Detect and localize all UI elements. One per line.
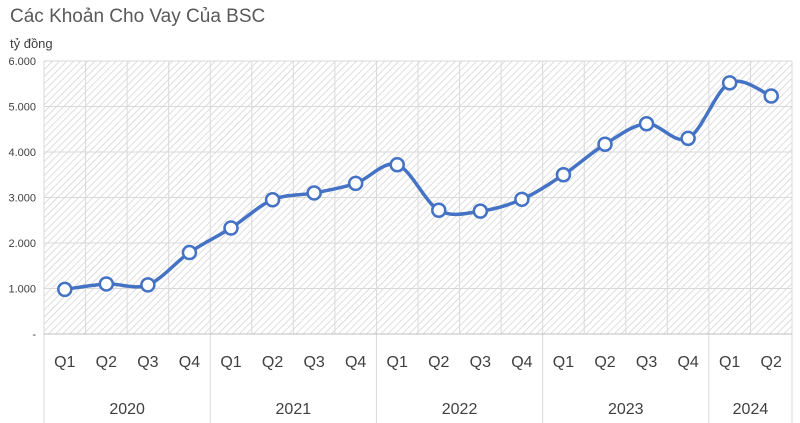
- y-tick-label: 5.000: [8, 102, 36, 114]
- x-tick-label-quarter: Q1: [54, 354, 75, 371]
- x-tick-label-quarter: Q2: [594, 354, 615, 371]
- data-point: [264, 192, 281, 208]
- y-tick-label: 1.000: [8, 284, 36, 296]
- x-tick-label-quarter: Q4: [345, 354, 366, 371]
- x-tick-label-quarter: Q4: [677, 354, 698, 371]
- data-point: [597, 136, 613, 153]
- y-tick-label: 6.000: [8, 56, 36, 68]
- y-tick-label: -: [32, 329, 36, 341]
- x-tick-label-year: 2024: [733, 401, 769, 418]
- x-tick-label-quarter: Q1: [719, 354, 740, 371]
- data-point: [514, 191, 530, 208]
- x-tick-label-year: 2020: [109, 401, 145, 418]
- y-tick-label: 4.000: [8, 147, 36, 159]
- x-tick-label-quarter: Q3: [303, 354, 324, 371]
- data-point: [680, 130, 696, 147]
- x-tick-label-quarter: Q3: [470, 354, 491, 371]
- y-axis-unit-label: tỷ đồng: [10, 36, 53, 51]
- x-tick-label-year: 2022: [442, 401, 478, 418]
- data-point: [57, 281, 73, 298]
- x-tick-label-year: 2023: [608, 401, 644, 418]
- x-tick-label-quarter: Q1: [220, 354, 241, 371]
- x-tick-label-quarter: Q4: [179, 354, 200, 371]
- data-point: [555, 167, 572, 183]
- x-tick-label-quarter: Q2: [428, 354, 449, 371]
- x-tick-label-quarter: Q2: [262, 354, 283, 371]
- x-tick-label-quarter: Q2: [761, 354, 782, 371]
- data-point: [140, 277, 156, 293]
- x-tick-label-quarter: Q2: [96, 354, 117, 371]
- x-tick-label-year: 2021: [276, 401, 312, 418]
- data-point: [389, 156, 405, 173]
- data-point: [472, 203, 489, 219]
- y-tick-label: 3.000: [8, 193, 36, 205]
- x-tick-label-quarter: Q3: [137, 354, 158, 371]
- data-point: [431, 202, 447, 218]
- data-point: [763, 88, 779, 104]
- x-tick-label-quarter: Q1: [553, 354, 574, 371]
- data-point: [306, 185, 322, 201]
- x-tick-label-quarter: Q3: [636, 354, 657, 371]
- y-tick-label: 2.000: [8, 238, 36, 250]
- data-point: [347, 175, 364, 192]
- x-tick-label-quarter: Q1: [387, 354, 408, 371]
- x-tick-label-quarter: Q4: [511, 354, 532, 371]
- data-point: [181, 244, 198, 261]
- data-point: [98, 276, 115, 292]
- data-point: [223, 220, 239, 236]
- data-point: [721, 75, 738, 91]
- data-point: [638, 116, 655, 132]
- chart-title: Các Khoản Cho Vay Của BSC: [10, 6, 266, 27]
